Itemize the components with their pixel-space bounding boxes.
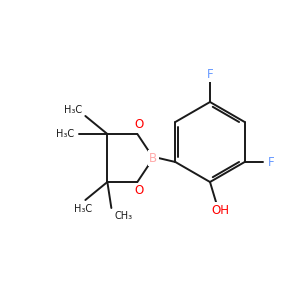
Text: O: O: [135, 184, 144, 197]
Text: CH₃: CH₃: [114, 211, 132, 221]
Text: H₃C: H₃C: [64, 105, 83, 115]
Text: F: F: [268, 155, 275, 169]
Text: B: B: [149, 152, 158, 164]
Text: H₃C: H₃C: [56, 129, 74, 139]
Text: H₃C: H₃C: [74, 204, 92, 214]
Text: OH: OH: [211, 203, 229, 217]
Text: F: F: [207, 68, 213, 80]
Text: O: O: [135, 118, 144, 131]
